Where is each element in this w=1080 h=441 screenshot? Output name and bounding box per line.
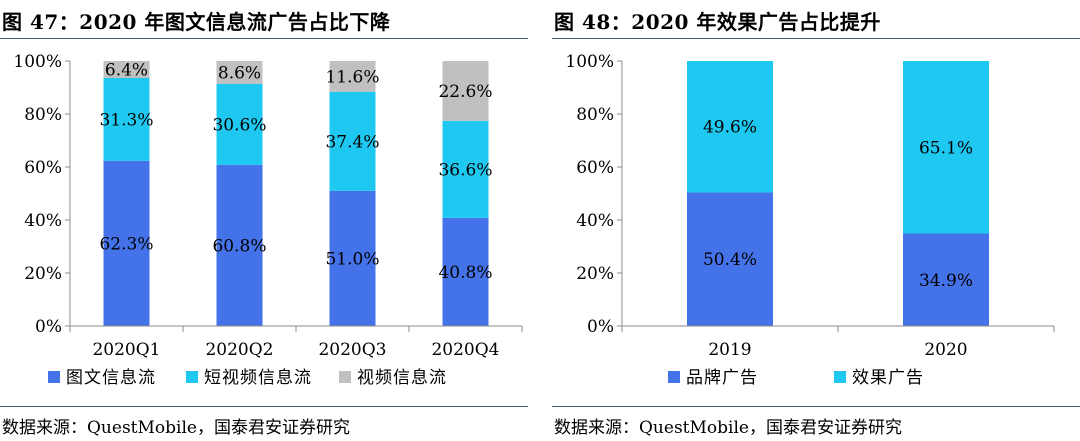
data-label: 30.6% <box>212 115 266 135</box>
bar-segment <box>103 160 150 326</box>
data-label: 31.3% <box>99 110 153 130</box>
bar-segment <box>103 77 150 161</box>
bar-segment <box>687 61 773 193</box>
data-label: 6.4% <box>105 60 148 80</box>
legend-swatch <box>834 371 846 383</box>
bar-segment <box>329 91 376 191</box>
bar-segment <box>903 233 989 326</box>
legend-swatch <box>48 371 60 383</box>
y-tick-label: 60% <box>576 158 614 178</box>
legend-label: 短视频信息流 <box>204 368 312 388</box>
chart-panel-left: 图 47：2020 年图文信息流广告占比下降 0% 20% 40% 60% 80% 100… <box>0 0 528 441</box>
stacked-bar-chart-right: 0% 20% 40% 60% 80% 100% 50.4% 49.6% 2019 34.9% 65.… <box>565 52 1055 388</box>
source-rule <box>552 406 1080 407</box>
y-tick-label: 20% <box>576 264 614 284</box>
chart-title: 图 47：2020 年图文信息流广告占比下降 <box>2 10 391 34</box>
legend-label: 视频信息流 <box>357 368 447 388</box>
bar-segment <box>442 217 489 326</box>
legend-label: 品牌广告 <box>686 368 758 388</box>
chart-panel-right: 图 48：2020 年效果广告占比提升 0% 20% 40% 60% 80% 100% 50… <box>552 0 1080 441</box>
x-tick-label: 2020Q3 <box>318 340 386 360</box>
title-rule <box>0 38 528 39</box>
x-tick-label: 2019 <box>708 340 751 360</box>
bar-segment <box>103 61 150 78</box>
x-tick-label: 2020Q1 <box>92 340 160 360</box>
source-rule <box>0 406 528 407</box>
data-label: 51.0% <box>325 249 379 269</box>
data-label: 60.8% <box>212 236 266 256</box>
y-tick-label: 100% <box>565 52 614 72</box>
bar-segment <box>329 190 376 326</box>
data-label: 34.9% <box>919 271 973 291</box>
bar-segment <box>687 192 773 326</box>
bar-segment <box>216 61 263 84</box>
bar-segment <box>329 61 376 92</box>
legend-label: 效果广告 <box>852 368 924 388</box>
y-tick-label: 20% <box>24 264 62 284</box>
title-rule <box>552 38 1080 39</box>
data-label: 36.6% <box>438 160 492 180</box>
legend-swatch <box>339 371 351 383</box>
data-label: 65.1% <box>919 138 973 158</box>
data-label: 62.3% <box>99 234 153 254</box>
bar-segment <box>442 120 489 218</box>
chart-title: 图 48：2020 年效果广告占比提升 <box>554 10 881 34</box>
bar-segment <box>903 61 989 234</box>
y-tick-label: 80% <box>24 105 62 125</box>
y-tick-label: 40% <box>24 211 62 231</box>
bar-segment <box>216 83 263 165</box>
data-label: 8.6% <box>218 63 261 83</box>
y-tick-label: 0% <box>35 317 62 337</box>
legend-swatch <box>186 371 198 383</box>
y-tick-label: 0% <box>587 317 614 337</box>
bar-segment <box>216 164 263 326</box>
source-note: 数据来源：QuestMobile，国泰君安证券研究 <box>554 418 902 438</box>
data-label: 11.6% <box>325 67 379 87</box>
stacked-bar-chart-left: 0% 20% 40% 60% 80% 100% 62.3% 31.3% 6.4% 2020Q1 60… <box>13 52 523 388</box>
y-tick-label: 80% <box>576 105 614 125</box>
x-tick-label: 2020Q4 <box>431 340 499 360</box>
x-tick-label: 2020Q2 <box>205 340 273 360</box>
legend-swatch <box>668 371 680 383</box>
y-tick-label: 100% <box>13 52 62 72</box>
source-note: 数据来源：QuestMobile，国泰君安证券研究 <box>2 418 350 438</box>
data-label: 37.4% <box>325 132 379 152</box>
y-tick-label: 60% <box>24 158 62 178</box>
data-label: 49.6% <box>703 118 757 138</box>
bar-segment <box>442 61 489 121</box>
data-label: 50.4% <box>703 250 757 270</box>
y-tick-label: 40% <box>576 211 614 231</box>
data-label: 40.8% <box>438 263 492 283</box>
legend-label: 图文信息流 <box>66 368 156 388</box>
x-tick-label: 2020 <box>924 340 967 360</box>
data-label: 22.6% <box>438 82 492 102</box>
